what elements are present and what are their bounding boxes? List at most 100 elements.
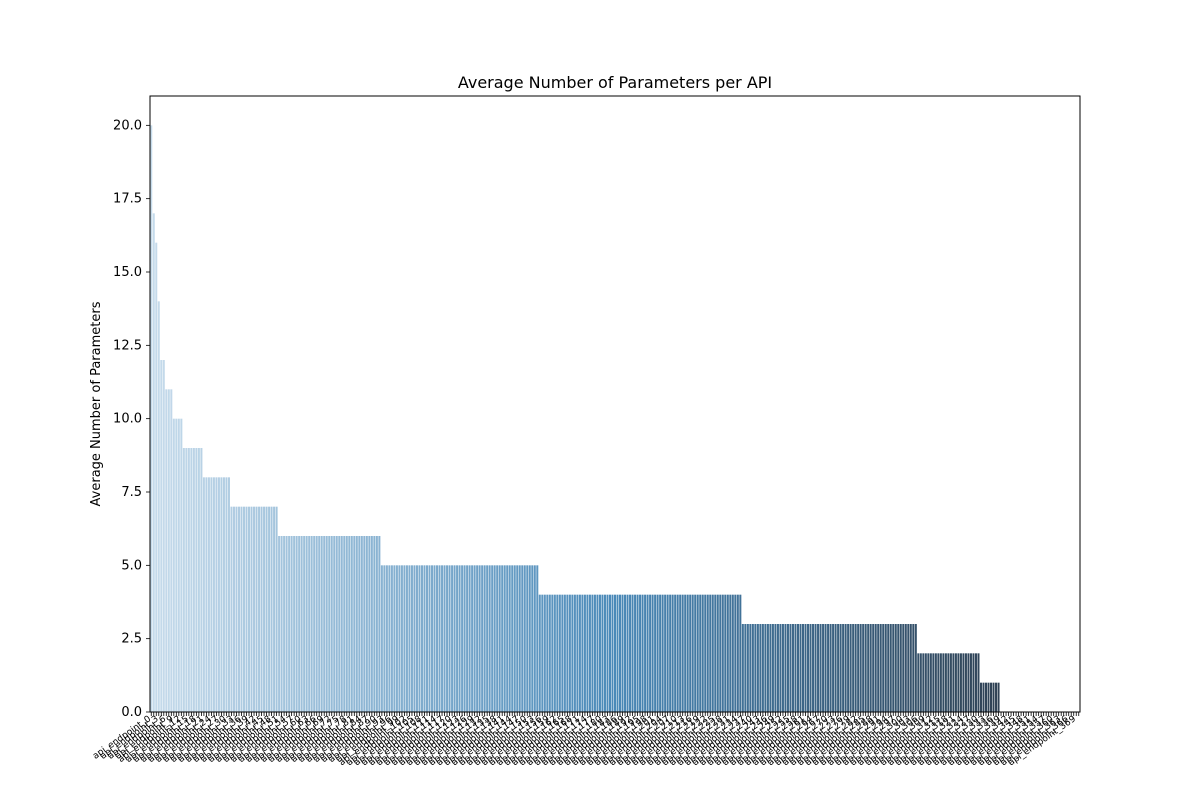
bar [343, 536, 346, 712]
bar [882, 624, 885, 712]
bar [591, 594, 594, 712]
bar [253, 506, 256, 712]
bar [979, 682, 982, 712]
bar [917, 653, 920, 712]
bar [962, 653, 965, 712]
bar [987, 682, 990, 712]
bar [709, 594, 712, 712]
bar [473, 565, 476, 712]
bar [899, 624, 902, 712]
bar [468, 565, 471, 712]
bar [528, 565, 531, 712]
bar [187, 448, 190, 712]
y-axis-ticks: 0.0 2.5 5.0 7.5 10.0 12.5 15.0 17.5 20.0 [113, 118, 150, 720]
bar [724, 594, 727, 712]
bar [636, 594, 639, 712]
bar [506, 565, 509, 712]
bar [190, 448, 193, 712]
bar [754, 624, 757, 712]
bar [232, 506, 235, 712]
bar [959, 653, 962, 712]
bar [719, 594, 722, 712]
bar [857, 624, 860, 712]
bar [476, 565, 479, 712]
bar [182, 448, 185, 712]
bar [293, 536, 296, 712]
bar [486, 565, 489, 712]
bar [586, 594, 589, 712]
bar [937, 653, 940, 712]
bar [521, 565, 524, 712]
bar [365, 536, 368, 712]
plot-frame [149, 95, 1081, 713]
bar [501, 565, 504, 712]
bar [704, 594, 707, 712]
bar [195, 448, 198, 712]
bar [661, 594, 664, 712]
bar [629, 594, 632, 712]
bar [398, 565, 401, 712]
bar [867, 624, 870, 712]
bar [884, 624, 887, 712]
bar [819, 624, 822, 712]
bar [220, 477, 223, 712]
bar [619, 594, 622, 712]
bar [431, 565, 434, 712]
bar [909, 624, 912, 712]
bar [446, 565, 449, 712]
bar [175, 418, 178, 712]
y-tick-label: 7.5 [121, 485, 142, 500]
bar [553, 594, 556, 712]
bar [240, 506, 243, 712]
bar [363, 536, 366, 712]
bar [230, 506, 233, 712]
bar [463, 565, 466, 712]
bar [150, 125, 153, 712]
bar [601, 594, 604, 712]
bar [393, 565, 396, 712]
bar [165, 389, 168, 712]
bar [458, 565, 461, 712]
bar [854, 624, 857, 712]
bar [403, 565, 406, 712]
bar [824, 624, 827, 712]
bar [731, 594, 734, 712]
bar [771, 624, 774, 712]
bar [736, 594, 739, 712]
bar [420, 565, 423, 712]
bar [320, 536, 323, 712]
bar [809, 624, 812, 712]
bar [250, 506, 253, 712]
bar [689, 594, 692, 712]
bar [992, 682, 995, 712]
bar [927, 653, 930, 712]
bar [227, 477, 230, 712]
bar [784, 624, 787, 712]
bar [162, 360, 165, 712]
bar [212, 477, 215, 712]
bar [639, 594, 642, 712]
bar [315, 536, 318, 712]
bar [701, 594, 704, 712]
bar [686, 594, 689, 712]
y-tick-label: 12.5 [113, 338, 142, 353]
bar [551, 594, 554, 712]
bar [761, 624, 764, 712]
bar [944, 653, 947, 712]
bar [348, 536, 351, 712]
bar [508, 565, 511, 712]
bar [441, 565, 444, 712]
bar [328, 536, 331, 712]
bar [290, 536, 293, 712]
bar [375, 536, 378, 712]
bar [877, 624, 880, 712]
y-tick-label: 20.0 [113, 118, 142, 133]
bar [919, 653, 922, 712]
bar [303, 536, 306, 712]
bar [766, 624, 769, 712]
bar [388, 565, 391, 712]
bar [847, 624, 850, 712]
bar [897, 624, 900, 712]
bar [684, 594, 687, 712]
bar [862, 624, 865, 712]
